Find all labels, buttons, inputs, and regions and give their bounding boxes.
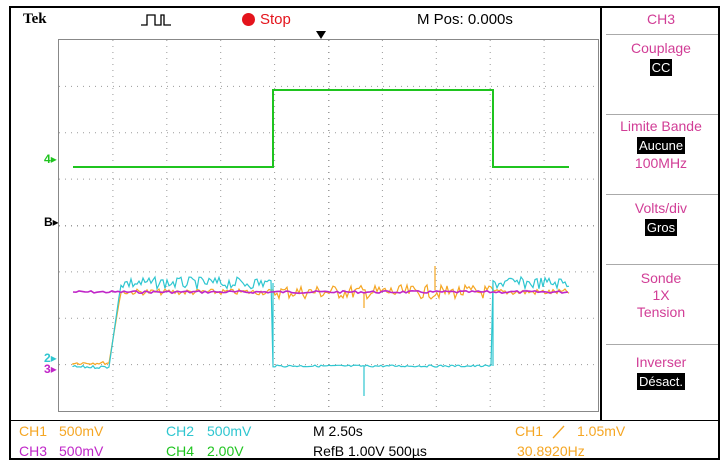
ch4-trace bbox=[73, 89, 569, 168]
ch3-label: CH3 bbox=[19, 443, 48, 459]
timebase-readout: M 2.50s bbox=[313, 423, 363, 439]
probe-label: Sonde bbox=[640, 270, 682, 286]
invert-menu-item[interactable]: Inverser Désact. bbox=[602, 354, 720, 391]
ch4-ground-marker: 4▸ bbox=[44, 152, 57, 166]
ch4-label: CH4 bbox=[166, 443, 195, 459]
ch1-scale: 500mV bbox=[59, 423, 104, 439]
trigger-slope-icon bbox=[552, 425, 565, 439]
coupling-menu-item[interactable]: Couplage CC bbox=[602, 40, 720, 77]
volts-div-menu-item[interactable]: Volts/div Gros bbox=[602, 200, 720, 237]
frequency-readout: 30.8920Hz bbox=[517, 443, 585, 459]
invert-label: Inverser bbox=[635, 354, 687, 370]
probe-menu-item[interactable]: Sonde 1X Tension bbox=[602, 270, 720, 321]
waveform-screen bbox=[58, 39, 599, 412]
oscilloscope-display: Tek Stop M Pos: 0.000s 4▸ B▸ 2▸ 3▸ CH3 C… bbox=[9, 6, 720, 460]
brand-logo: Tek bbox=[23, 11, 47, 27]
ch3-trace bbox=[72, 289, 569, 295]
bandwidth-limit-menu-item[interactable]: Limite Bande Aucune 100MHz bbox=[602, 118, 720, 172]
ch2-scale: 500mV bbox=[207, 423, 252, 439]
side-menu: CH3 Couplage CC Limite Bande Aucune 100M… bbox=[600, 8, 722, 420]
trigger-source: CH1 bbox=[515, 423, 544, 439]
bandwidth-limit-sub: 100MHz bbox=[634, 155, 688, 171]
horizontal-position-readout: M Pos: 0.000s bbox=[417, 11, 513, 28]
bandwidth-limit-value: Aucune bbox=[636, 137, 686, 154]
volts-div-label: Volts/div bbox=[634, 200, 688, 216]
side-menu-title: CH3 bbox=[646, 11, 675, 27]
trigger-edge-icon bbox=[141, 14, 171, 26]
probe-type: Tension bbox=[636, 304, 686, 320]
graticule bbox=[59, 40, 598, 411]
refb-readout: RefB 1.00V 500µs bbox=[313, 443, 427, 459]
bandwidth-limit-label: Limite Bande bbox=[620, 118, 702, 134]
invert-value: Désact. bbox=[636, 373, 686, 390]
volts-div-value: Gros bbox=[644, 219, 678, 236]
refb-marker: B▸ bbox=[44, 215, 59, 229]
ch2-ground-marker: 2▸ bbox=[44, 351, 57, 365]
status-bar-bottom: CH1 500mV CH2 500mV M 2.50s CH1 1.05mV C… bbox=[11, 420, 718, 461]
trigger-level: 1.05mV bbox=[577, 423, 626, 439]
ch4-scale: 2.00V bbox=[207, 443, 244, 459]
status-bar-top: Tek Stop M Pos: 0.000s bbox=[11, 8, 599, 30]
run-state-label: Stop bbox=[260, 11, 291, 28]
coupling-value: CC bbox=[649, 59, 673, 76]
ch1-label: CH1 bbox=[19, 423, 48, 439]
probe-attenuation: 1X bbox=[652, 287, 670, 303]
ch2-label: CH2 bbox=[166, 423, 195, 439]
coupling-label: Couplage bbox=[631, 40, 691, 56]
ch3-scale: 500mV bbox=[59, 443, 104, 459]
run-state-indicator bbox=[242, 13, 255, 26]
ch2-trace bbox=[72, 275, 570, 396]
ch3-ground-marker: 3▸ bbox=[44, 362, 57, 376]
trigger-position-marker-icon bbox=[316, 31, 326, 39]
